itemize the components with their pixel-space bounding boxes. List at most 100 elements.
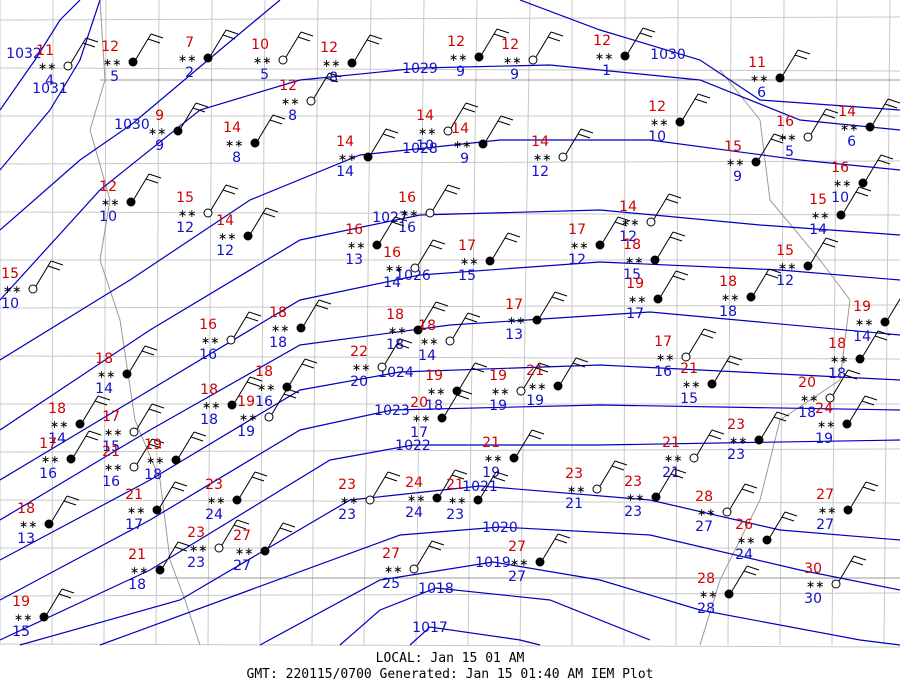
station-plot: 14 6∗∗ [838,98,900,150]
station-plot: 26 24∗∗ [735,511,798,563]
wind-staff [289,358,306,385]
weather-symbol: ∗∗ [239,411,257,424]
weather-symbol: ∗∗ [407,492,425,505]
wind-barb [225,184,239,190]
station-plot: 27 25∗∗ [382,540,445,592]
weather-symbol: ∗∗ [448,494,466,507]
wind-staff [210,29,227,56]
temperature: 14 [451,121,469,137]
isobar-label: 1030 [114,117,150,133]
station-plot: 21 19∗∗ [482,429,545,481]
station-plot: 24 19∗∗ [815,395,878,447]
wind-barb [282,522,296,528]
isobar [0,364,900,561]
temperature: 14 [216,213,234,229]
dewpoint: 8 [288,108,297,124]
weather-symbol: ∗∗ [41,453,59,466]
temperature: 14 [416,108,434,124]
dewpoint: 5 [785,144,794,160]
weather-symbol: ∗∗ [460,255,478,268]
weather-symbol: ∗∗ [595,50,613,63]
station-circle [410,263,420,273]
temperature: 23 [624,474,642,490]
wind-barb [279,527,293,533]
wind-staff [82,395,99,422]
wind-staff [682,93,699,120]
temperature: 12 [99,179,117,195]
county-line [0,211,900,216]
isobar-label: 1017 [412,620,448,636]
temperature: 14 [619,199,637,215]
isobar-label: 1023 [374,403,410,419]
wind-barb [639,32,653,38]
wind-barb [575,357,589,363]
station-plot: 15 14∗∗ [809,186,872,238]
dewpoint: 15 [458,268,476,284]
dewpoint: 18 [200,412,218,428]
dewpoint: 19 [482,465,500,481]
wind-staff [313,72,330,99]
station-plot: 128∗∗ [279,72,342,124]
wind-barb [304,358,318,364]
weather-symbol: ∗∗ [621,216,639,229]
temperature: 16 [383,245,401,261]
weather-symbol: ∗∗ [3,283,21,296]
station-plot: 21 17∗∗ [125,481,188,533]
wind-staff [234,376,251,403]
station-plot: 17 15∗∗ [102,403,165,455]
dewpoint: 27 [816,517,834,533]
station-plot: 9 9∗∗ [148,102,209,154]
station-plot: 23 23∗∗ [727,411,790,463]
station-circle [689,453,699,463]
weather-symbol: ∗∗ [750,72,768,85]
station-circle [129,427,139,437]
weather-symbol: ∗∗ [507,314,525,327]
wind-barb [454,469,468,475]
wind-staff [696,429,713,456]
station-plot: 18 16∗∗ [255,358,318,410]
station-circle [39,612,49,622]
wind-barb [492,476,506,482]
wind-staff [653,193,670,220]
dewpoint: 6 [757,85,766,101]
temperature: 24 [815,401,833,417]
weather-symbol: ∗∗ [400,207,418,220]
wind-staff [850,481,867,508]
wind-staff [73,430,90,457]
station-plot: 16 14∗∗ [383,239,446,291]
wind-barb [577,133,591,139]
isobar [339,587,651,646]
station-circle [282,382,292,392]
wind-barb [535,367,549,373]
wind-staff [159,481,176,508]
wind-staff [657,231,674,258]
wind-barb [887,98,900,104]
temperature: 21 [102,444,120,460]
wind-staff [51,495,68,522]
wind-barb [387,471,401,477]
station-circle [296,323,306,333]
wind-barb [47,265,61,271]
wind-staff [492,232,509,259]
dewpoint: 18 [144,467,162,483]
temperature: 18 [828,336,846,352]
station-plot: 7 2∗∗ [178,29,239,81]
wind-barb [528,434,542,440]
station-circle [803,132,813,142]
wind-barb [853,555,867,561]
wind-barb [554,538,568,544]
temperature: 28 [697,571,715,587]
station-circle [437,413,447,423]
station-plot: 12 10∗∗ [99,173,162,225]
wind-staff [599,460,616,487]
station-circle [707,379,717,389]
wind-barb [66,495,80,501]
station-plot: 18 14∗∗ [48,395,111,447]
isobar-label: 1029 [402,61,438,77]
station-circle [264,412,274,422]
station-circle [432,493,442,503]
wind-barb [825,237,839,243]
isobar-label: 1020 [482,520,518,536]
station-circle [646,217,656,227]
wind-staff [417,239,434,266]
